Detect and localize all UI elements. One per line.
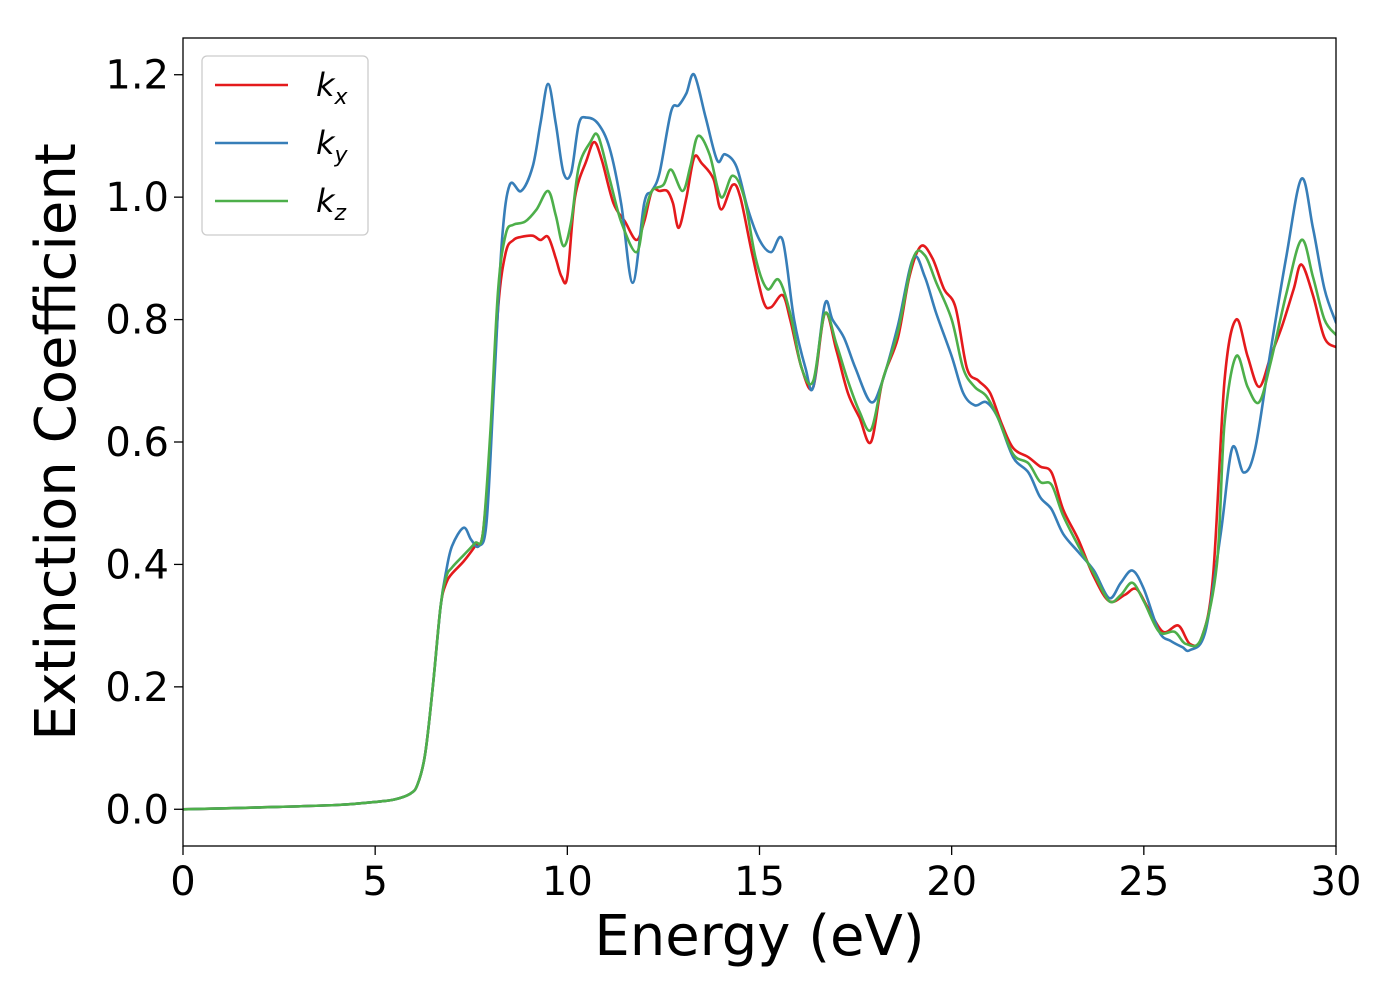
y-tick-label: 0.8 (105, 298, 169, 344)
y-axis-title: Extinction Coefficient (24, 143, 89, 741)
legend-label-kz: kz (316, 182, 347, 226)
x-tick-label: 5 (362, 859, 387, 905)
y-tick-label: 0.6 (105, 420, 169, 466)
series-line-ky (183, 72, 1336, 811)
x-tick-label: 20 (926, 859, 977, 905)
y-tick-label: 1.0 (105, 175, 169, 221)
x-tick-label: 30 (1311, 859, 1362, 905)
series-line-kz (183, 132, 1336, 811)
x-tick-label: 0 (170, 859, 195, 905)
plot-area (183, 72, 1336, 811)
y-tick-label: 1.2 (105, 53, 169, 99)
legend-box (201, 55, 369, 236)
x-tick-label: 10 (542, 859, 593, 905)
x-tick-label: 15 (734, 859, 785, 905)
y-tick-label: 0.0 (105, 787, 169, 833)
x-tick-label: 25 (1118, 859, 1169, 905)
y-tick-label: 0.2 (105, 665, 169, 711)
y-tick-label: 0.4 (105, 542, 169, 588)
x-axis: 0 5 10 15 20 25 30 (170, 846, 1361, 905)
y-axis: 0.0 0.2 0.4 0.6 0.8 1.0 1.2 (105, 53, 183, 833)
x-axis-title: Energy (eV) (594, 904, 924, 969)
